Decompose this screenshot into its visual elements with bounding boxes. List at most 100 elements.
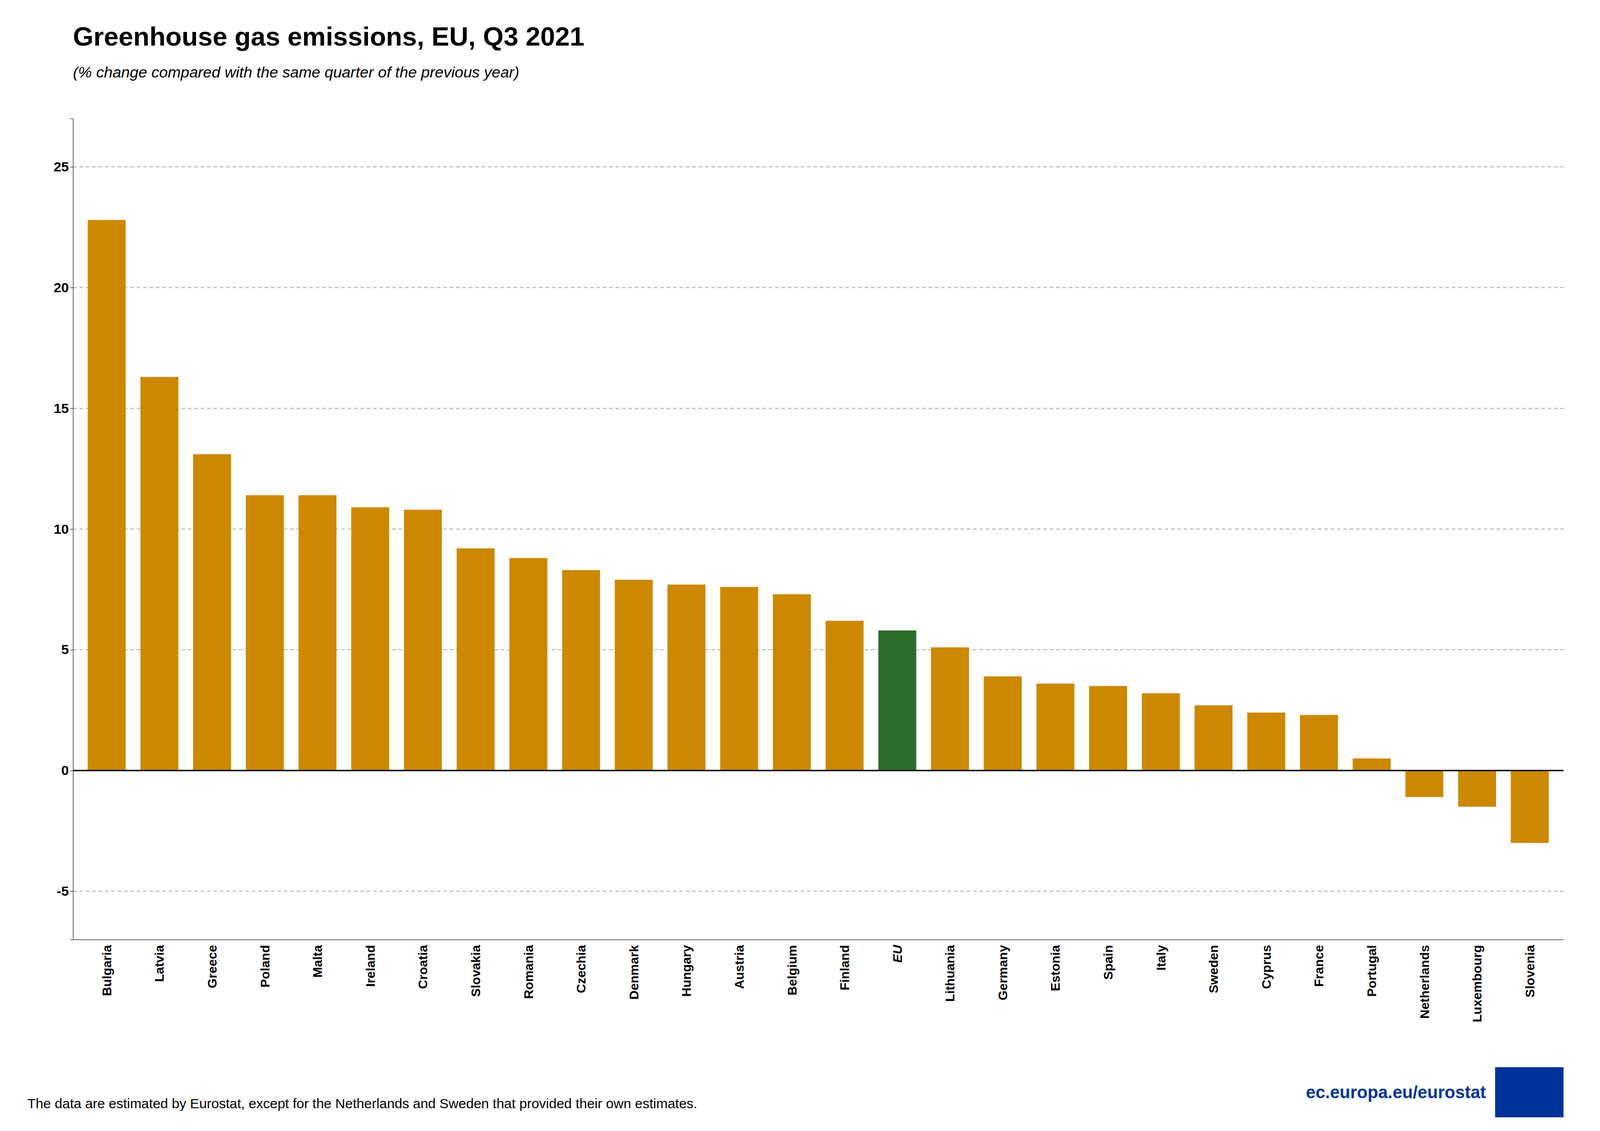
x-tick-label: Lithuania <box>942 945 958 1003</box>
y-tick-label: 0 <box>61 762 69 778</box>
bar <box>351 507 389 771</box>
bar <box>1141 693 1180 772</box>
y-tick-mark <box>70 649 73 651</box>
x-tick: Portugal <box>1364 945 1379 998</box>
bar <box>456 548 495 771</box>
x-tick: Slovakia <box>468 945 483 998</box>
grid-line <box>72 890 1564 892</box>
x-tick: Malta <box>310 945 325 979</box>
grid-line <box>72 649 1564 651</box>
bar <box>931 647 969 771</box>
source: ec.europa.eu/eurostat <box>1305 1082 1487 1103</box>
chart-svg: Greenhouse gas emissions, EU, Q3 2021(% … <box>0 0 1600 1131</box>
plot-area: -5 0 5 10 15 20 25 Bulgaria Latvia Greece Poland Ma… <box>53 119 1564 1023</box>
y-tick-label: 15 <box>53 400 69 416</box>
grid-line <box>72 408 1564 410</box>
x-tick-label: France <box>1311 945 1326 988</box>
y-axis-line <box>70 119 74 941</box>
x-tick-label: Malta <box>310 945 325 979</box>
x-tick-label: Poland <box>258 945 273 988</box>
bar <box>1036 683 1075 772</box>
x-tick-label: Estonia <box>1048 945 1063 992</box>
bar <box>509 558 548 771</box>
x-tick: Czechia <box>574 945 589 994</box>
x-tick: Latvia <box>152 945 167 983</box>
x-tick: Austria <box>732 945 747 990</box>
bar <box>193 454 232 771</box>
x-tick-label: Denmark <box>626 945 642 1000</box>
grid-line <box>72 770 1564 772</box>
y-tick: 5 <box>61 642 73 658</box>
grid-line <box>72 166 1564 168</box>
bar <box>719 587 758 772</box>
y-tick-label: 20 <box>53 279 69 296</box>
x-tick: France <box>1311 945 1326 988</box>
x-tick-label: Austria <box>732 945 747 990</box>
x-tick: Sweden <box>1206 945 1221 994</box>
y-tick-mark <box>70 166 73 168</box>
bar <box>772 594 811 772</box>
bar <box>983 676 1022 772</box>
x-tick-label: Slovakia <box>468 945 483 998</box>
bar <box>1405 770 1444 798</box>
x-tick: Finland <box>837 945 852 991</box>
x-tick-label: Cyprus <box>1259 945 1274 989</box>
x-tick: Greece <box>205 945 220 989</box>
y-tick: 10 <box>53 521 73 537</box>
bar <box>562 570 601 772</box>
bar <box>1458 770 1497 807</box>
x-tick-label: Bulgaria <box>99 945 114 997</box>
y-tick-label: -5 <box>56 883 69 899</box>
footnote: The data are estimated by Eurostat, exce… <box>27 1096 698 1112</box>
bar <box>1247 712 1285 771</box>
x-tick-label: Italy <box>1154 945 1169 971</box>
x-tick-label: Latvia <box>152 945 167 983</box>
y-tick-label: 25 <box>53 159 69 175</box>
bar <box>140 377 179 771</box>
bar <box>667 584 706 771</box>
x-tick: Denmark <box>626 945 642 1000</box>
x-tick-label: Romania <box>521 945 536 1000</box>
logo-flag <box>1495 1067 1564 1118</box>
bar <box>245 495 284 771</box>
x-tick: Bulgaria <box>99 945 114 997</box>
x-tick-label: Netherlands <box>1417 945 1432 1020</box>
bar <box>87 219 126 771</box>
x-tick: Estonia <box>1048 945 1063 992</box>
x-tick: Hungary <box>679 945 694 998</box>
x-tick: Germany <box>995 945 1010 1001</box>
x-tick: Slovenia <box>1522 945 1538 999</box>
x-tick-label: Sweden <box>1206 945 1221 994</box>
y-axis: -5 0 5 10 15 20 25 <box>53 119 74 941</box>
x-tick-label: Slovenia <box>1522 945 1538 999</box>
x-tick: Italy <box>1154 945 1169 971</box>
bars <box>87 219 1549 844</box>
x-tick-label: Germany <box>995 945 1010 1001</box>
bar <box>298 495 337 771</box>
x-tick: Belgium <box>785 945 800 996</box>
subtitle: (% change compared with the same quarter… <box>72 63 520 81</box>
y-tick: 25 <box>53 159 73 175</box>
x-tick: Luxembourg <box>1470 945 1485 1023</box>
x-tick: EU <box>890 944 905 964</box>
grid <box>72 166 1564 892</box>
x-tick-label: Croatia <box>415 945 430 990</box>
x-tick-label: Portugal <box>1364 945 1379 998</box>
x-axis-line <box>73 939 1564 941</box>
x-tick-label: Czechia <box>574 945 589 994</box>
y-tick-label: 10 <box>53 521 69 537</box>
bar <box>1089 686 1128 771</box>
x-tick-label: Greece <box>205 945 220 989</box>
x-tick-label: Belgium <box>785 945 800 996</box>
x-tick-label: Spain <box>1101 945 1116 980</box>
grid-line <box>72 528 1564 530</box>
x-tick: Spain <box>1101 945 1116 980</box>
y-tick: 15 <box>53 400 73 416</box>
y-tick-mark <box>70 529 73 530</box>
bar <box>1194 705 1233 771</box>
bar <box>878 630 917 771</box>
x-tick: Romania <box>521 945 536 1000</box>
bar <box>825 621 864 771</box>
x-tick-label: Ireland <box>363 945 378 988</box>
y-tick-mark <box>70 408 73 410</box>
